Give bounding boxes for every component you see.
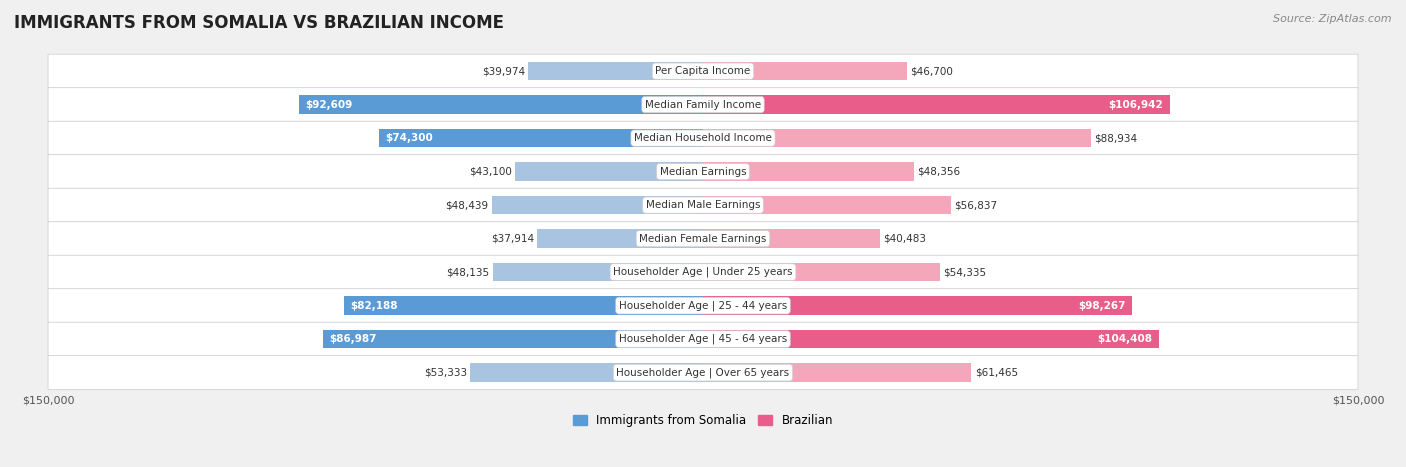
Bar xyxy=(703,297,1132,315)
Text: $82,188: $82,188 xyxy=(350,301,398,311)
Text: Median Earnings: Median Earnings xyxy=(659,167,747,177)
FancyBboxPatch shape xyxy=(48,356,1358,389)
Text: Median Female Earnings: Median Female Earnings xyxy=(640,234,766,244)
Bar xyxy=(470,363,703,382)
Text: Householder Age | Over 65 years: Householder Age | Over 65 years xyxy=(616,368,790,378)
Text: $39,974: $39,974 xyxy=(482,66,526,76)
Text: Householder Age | Under 25 years: Householder Age | Under 25 years xyxy=(613,267,793,277)
Text: $46,700: $46,700 xyxy=(910,66,953,76)
Text: $150,000: $150,000 xyxy=(1331,396,1384,405)
Text: $86,987: $86,987 xyxy=(330,334,377,344)
Bar xyxy=(298,95,703,114)
Text: Householder Age | 25 - 44 years: Householder Age | 25 - 44 years xyxy=(619,300,787,311)
Bar xyxy=(492,196,703,214)
Bar xyxy=(537,229,703,248)
Bar xyxy=(378,129,703,148)
FancyBboxPatch shape xyxy=(48,54,1358,88)
Bar xyxy=(529,62,703,80)
Text: Median Family Income: Median Family Income xyxy=(645,99,761,110)
Bar xyxy=(515,163,703,181)
Text: $74,300: $74,300 xyxy=(385,133,433,143)
FancyBboxPatch shape xyxy=(48,88,1358,121)
Bar xyxy=(703,62,907,80)
FancyBboxPatch shape xyxy=(48,188,1358,222)
Text: $48,356: $48,356 xyxy=(917,167,960,177)
Text: $88,934: $88,934 xyxy=(1095,133,1137,143)
Text: $92,609: $92,609 xyxy=(305,99,353,110)
Text: Householder Age | 45 - 64 years: Householder Age | 45 - 64 years xyxy=(619,334,787,344)
Text: $56,837: $56,837 xyxy=(955,200,998,210)
Bar xyxy=(703,263,941,281)
Bar xyxy=(323,330,703,348)
Bar xyxy=(703,95,1170,114)
Text: $48,135: $48,135 xyxy=(447,267,489,277)
Bar xyxy=(703,330,1159,348)
Bar xyxy=(703,363,972,382)
FancyBboxPatch shape xyxy=(48,255,1358,289)
FancyBboxPatch shape xyxy=(48,155,1358,189)
Text: $98,267: $98,267 xyxy=(1078,301,1126,311)
Text: $61,465: $61,465 xyxy=(974,368,1018,378)
Bar xyxy=(494,263,703,281)
Text: $48,439: $48,439 xyxy=(446,200,488,210)
Legend: Immigrants from Somalia, Brazilian: Immigrants from Somalia, Brazilian xyxy=(568,410,838,432)
Bar xyxy=(703,163,914,181)
Text: Per Capita Income: Per Capita Income xyxy=(655,66,751,76)
Bar xyxy=(703,129,1091,148)
Text: $54,335: $54,335 xyxy=(943,267,987,277)
Text: $104,408: $104,408 xyxy=(1097,334,1153,344)
FancyBboxPatch shape xyxy=(48,121,1358,155)
Text: IMMIGRANTS FROM SOMALIA VS BRAZILIAN INCOME: IMMIGRANTS FROM SOMALIA VS BRAZILIAN INC… xyxy=(14,14,505,32)
Text: $43,100: $43,100 xyxy=(468,167,512,177)
Bar xyxy=(344,297,703,315)
FancyBboxPatch shape xyxy=(48,222,1358,255)
Text: Median Household Income: Median Household Income xyxy=(634,133,772,143)
Text: $150,000: $150,000 xyxy=(22,396,75,405)
Bar xyxy=(703,196,952,214)
Text: $37,914: $37,914 xyxy=(491,234,534,244)
Text: Median Male Earnings: Median Male Earnings xyxy=(645,200,761,210)
Bar xyxy=(703,229,880,248)
Text: Source: ZipAtlas.com: Source: ZipAtlas.com xyxy=(1274,14,1392,24)
FancyBboxPatch shape xyxy=(48,322,1358,356)
Text: $53,333: $53,333 xyxy=(423,368,467,378)
Text: $40,483: $40,483 xyxy=(883,234,927,244)
FancyBboxPatch shape xyxy=(48,289,1358,323)
Text: $106,942: $106,942 xyxy=(1109,99,1163,110)
